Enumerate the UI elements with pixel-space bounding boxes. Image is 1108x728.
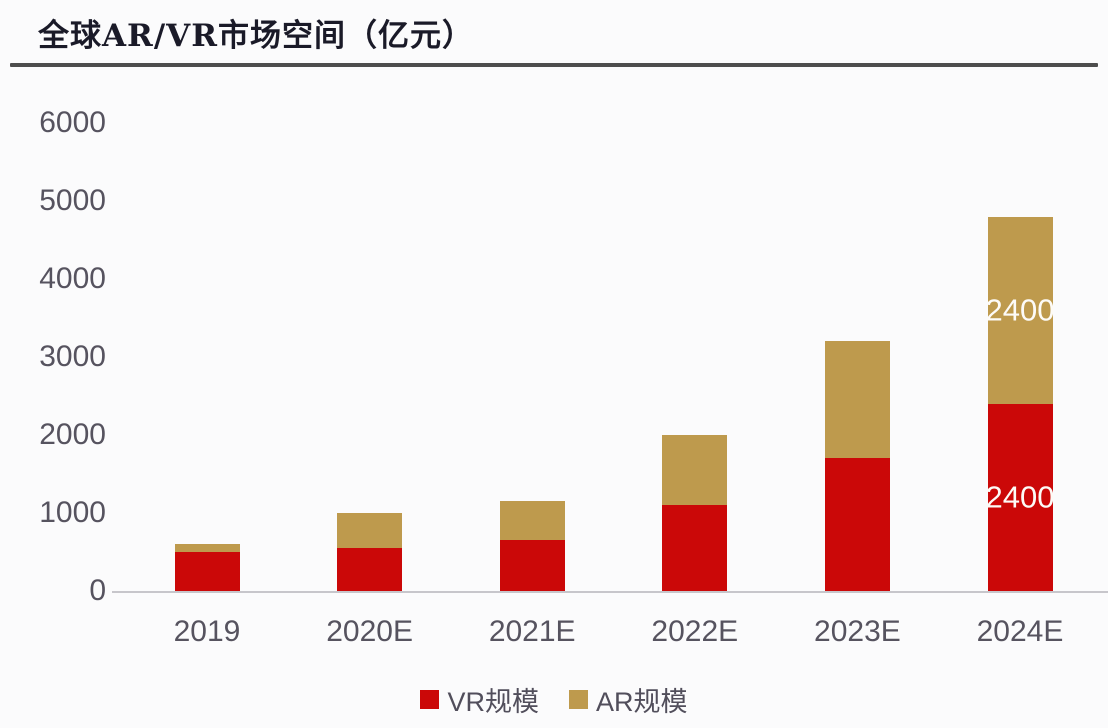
legend-swatch-ar [569,690,588,709]
x-tick-label: 2020E [326,615,413,648]
bar-segment-vr [662,505,728,591]
bar-value-label: 2400 [985,479,1055,515]
bar-segment-ar [337,513,403,549]
y-tick-label: 4000 [39,262,106,295]
bar-segment-ar [174,544,240,552]
x-tick-label: 2021E [488,615,576,648]
bar-2024E: 2400 2400 [986,216,1054,591]
bar-segment-ar [662,435,728,506]
bar-segment-ar [824,341,890,459]
x-tick-label: 2019 [173,615,241,648]
bar-segment-vr [824,458,890,591]
bar-segment-ar: 2400 [986,216,1054,404]
legend-item-ar: AR规模 [569,680,688,719]
legend-item-vr: VR规模 [420,680,539,719]
x-axis-line [112,591,1108,593]
bar-segment-vr [337,548,403,591]
bar-2023E [824,341,890,591]
x-tick-label: 2024E [976,615,1064,648]
y-tick-label: 5000 [39,184,106,217]
bar-segment-ar [499,501,565,541]
legend-label: AR规模 [596,687,688,717]
bar-segment-vr: 2400 [986,403,1054,591]
title-divider [10,63,1098,67]
bar-segment-vr [499,540,565,591]
bar-segment-vr [174,551,240,591]
legend-swatch-vr [420,690,440,709]
bar-value-label: 2400 [985,292,1055,328]
y-tick-label: 6000 [39,106,106,139]
chart-title: 全球AR/VR市场空间（亿元） [38,18,474,54]
legend: VR规模 AR规模 [0,680,1108,719]
x-tick-label: 2023E [814,615,901,648]
bar-2021E [499,501,565,591]
y-tick-label: 3000 [39,340,106,373]
legend-label: VR规模 [447,687,539,717]
x-tick-label: 2022E [651,615,739,648]
y-tick-label: 1000 [39,496,106,529]
bar-2022E [662,435,728,591]
bar-2019 [174,544,240,591]
y-tick-label: 0 [89,574,106,607]
y-tick-label: 2000 [39,418,106,451]
bar-2020E [337,513,403,591]
